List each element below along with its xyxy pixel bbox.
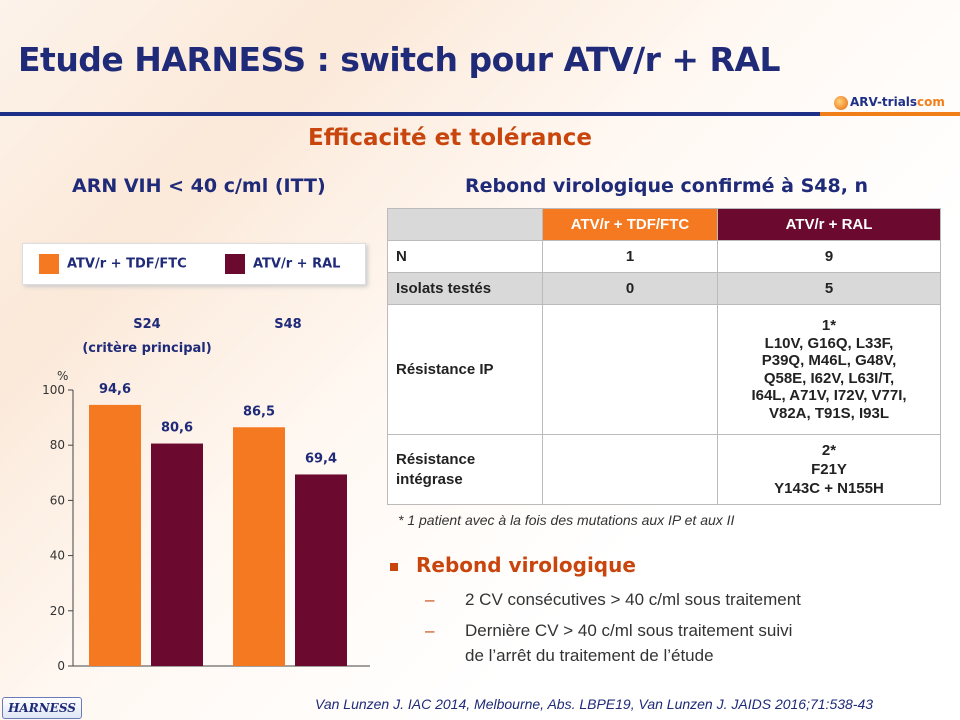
slide-title: Etude HARNESS : switch pour ATV/r + RAL [18,40,781,79]
bar-chart: % 0 20 40 60 80 100 94,6 80,6 86,5 69,4 S24 (crit… [42,317,370,673]
legend-swatch-tdf [39,254,59,274]
row-label-resistance-ip: Résistance IP [387,304,543,435]
bullet-item-continuation: de l’arrêt du traitement de l’étude [465,646,714,666]
table-row: N 1 9 [387,240,941,273]
ip-mutations-line: I64L, A71V, I72V, V77I, [751,387,907,404]
resistance-table: ATV/r + TDF/FTC ATV/r + RAL N 1 9 Isolat… [387,208,941,505]
label-line: intégrase [396,470,463,488]
y-tick-label: 40 [50,549,65,563]
bar-value-label: 69,4 [305,451,337,466]
ip-mutations-line: Q58E, I62V, L63I/T, [763,369,895,387]
bar-tdf-s48 [233,427,285,666]
category-label-s24: S24 [133,317,160,332]
bar-ral-s24 [151,443,203,666]
study-badge: HARNESS [2,697,82,719]
bar-ral-s48 [295,474,347,666]
bar-tdf-s24 [89,404,141,666]
legend-item-tdf: ATV/r + TDF/FTC [39,254,187,274]
chart-title: ARN VIH < 40 c/ml (ITT) [72,175,326,197]
cell-ip-ral: 1* L10V, G16Q, L33F, P39Q, M46L, G48V, Q… [717,304,941,435]
y-tick-label: 100 [42,383,65,397]
cell-ip-tdf [542,304,718,435]
table-row: Résistance IP 1* L10V, G16Q, L33F, P39Q,… [387,304,941,435]
table-header-ral: ATV/r + RAL [717,208,941,241]
table-header-empty [387,208,543,241]
ip-count: 1* [821,317,837,334]
table-title: Rebond virologique confirmé à S48, n [465,175,869,197]
cell-integrase-ral: 2* F21Y Y143C + N155H [717,434,941,505]
row-label-resistance-integrase: Résistance intégrase [387,434,543,505]
legend-swatch-ral [225,254,245,274]
integrase-count: 2* [821,442,837,459]
ip-mutations-line: V82A, T91S, I93L [768,404,890,422]
table-footnote: * 1 patient avec à la fois des mutations… [398,512,735,528]
row-label-n: N [387,240,543,273]
integrase-mutation: F21Y [811,461,847,478]
logo-text-suffix: com [917,95,945,109]
legend-label-ral: ATV/r + RAL [253,256,341,272]
label-line: Résistance [396,450,476,468]
bullet-heading: Rebond virologique [390,553,636,577]
arv-trials-logo: ARV-trialscom [834,95,945,110]
slide-subtitle: Efficacité et tolérance [308,125,592,151]
dash-icon: – [425,590,435,609]
bullet-item-text: 2 CV consécutives > 40 c/ml sous traitem… [465,590,801,609]
table-header-row: ATV/r + TDF/FTC ATV/r + RAL [387,208,941,241]
bar-value-label: 80,6 [161,421,193,436]
cell-n-tdf: 1 [542,240,718,273]
legend-item-ral: ATV/r + RAL [225,254,340,274]
logo-text-main: ARV-trials [850,95,918,109]
legend-label-tdf: ATV/r + TDF/FTC [67,256,187,272]
y-tick-label: 60 [50,493,65,507]
y-tick-label: 0 [57,659,65,673]
integrase-mutation: Y143C + N155H [774,480,884,497]
table-header-tdf: ATV/r + TDF/FTC [542,208,718,241]
bar-value-label: 86,5 [243,404,275,419]
cell-integrase-tdf [542,434,718,505]
bullet-item: – 2 CV consécutives > 40 c/ml sous traite… [425,590,801,610]
dash-icon: – [425,621,435,640]
chart-legend: ATV/r + TDF/FTC ATV/r + RAL [22,243,366,285]
bullet-item: – Dernière CV > 40 c/ml sous traitement s… [425,621,792,641]
logo-icon [834,95,848,110]
bullet-square-icon [390,562,398,571]
row-label-isolats: Isolats testés [387,272,543,305]
bullet-item-text: Dernière CV > 40 c/ml sous traitement su… [465,621,793,640]
category-label-s48: S48 [274,317,301,332]
ip-mutations-line: L10V, G16Q, L33F, [764,334,894,352]
bullet-item-text: de l’arrêt du traitement de l’étude [465,646,714,665]
bullet-heading-text: Rebond virologique [416,553,636,577]
table-row: Isolats testés 0 5 [387,272,941,305]
cell-n-ral: 9 [717,240,941,273]
y-tick-label: 80 [50,438,65,452]
cell-isolats-ral: 5 [717,272,941,305]
table-row: Résistance intégrase 2* F21Y Y143C + N15… [387,434,941,505]
y-axis-unit: % [57,369,68,383]
title-rule-orange [820,112,960,116]
category-sublabel: (critère principal) [82,341,211,356]
title-rule-blue [0,112,820,116]
y-tick-label: 20 [50,604,65,618]
bar-value-label: 94,6 [99,382,131,397]
reference-citation: Van Lunzen J. IAC 2014, Melbourne, Abs. … [315,696,874,712]
ip-mutations-line: P39Q, M46L, G48V, [761,352,897,369]
cell-isolats-tdf: 0 [542,272,718,305]
